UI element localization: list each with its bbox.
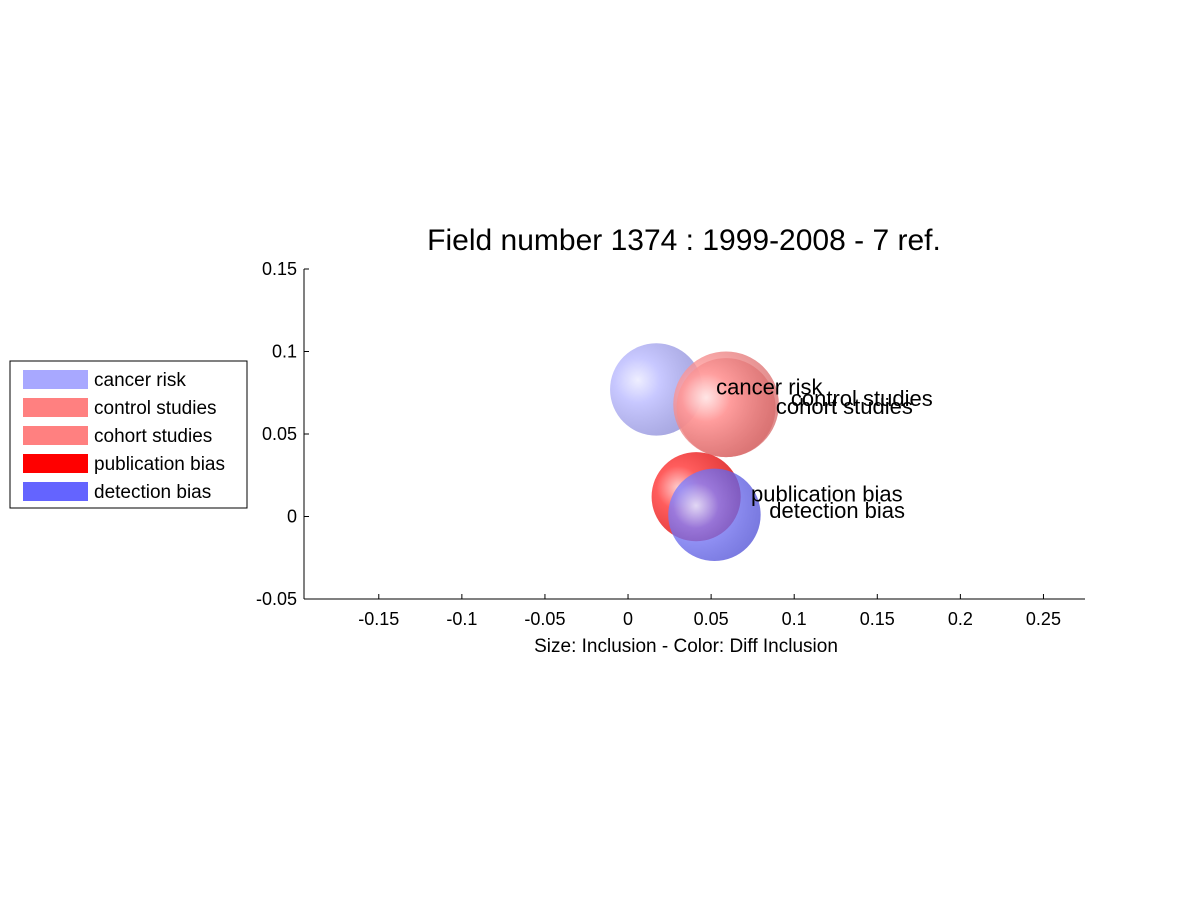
- x-tick-label: 0.15: [860, 609, 895, 629]
- y-tick-label: 0.1: [272, 342, 297, 362]
- x-tick-group: -0.15 -0.1 -0.05 0 0.05 0.1 0.15 0.2 0.25: [358, 594, 1061, 629]
- bubble-label: detection bias: [769, 498, 905, 523]
- legend-swatch: [23, 398, 88, 417]
- y-tick-label: 0.05: [262, 424, 297, 444]
- x-tick-label: 0: [623, 609, 633, 629]
- legend-swatch: [23, 426, 88, 445]
- bubble-label: cancer risk: [716, 374, 823, 399]
- x-tick-label: 0.2: [948, 609, 973, 629]
- x-tick-label: -0.15: [358, 609, 399, 629]
- bubble-label: publication bias: [751, 482, 903, 507]
- legend-entry-label: control studies: [94, 398, 217, 419]
- x-tick-label: -0.1: [446, 609, 477, 629]
- y-tick-label: 0: [287, 507, 297, 527]
- legend: cancer risk control studies cohort studies…: [9, 360, 248, 509]
- bubble-shading: [668, 468, 761, 562]
- x-tick-label: 0.05: [694, 609, 729, 629]
- bubble-label: cohort studies: [776, 394, 913, 419]
- x-tick-label: 0.1: [782, 609, 807, 629]
- y-tick-label: 0.15: [262, 259, 297, 279]
- bubble-shading: [676, 358, 776, 458]
- legend-entry-label: detection bias: [94, 482, 211, 503]
- bubble-group: [610, 343, 779, 562]
- legend-entry-label: cancer risk: [94, 370, 186, 391]
- y-tick-label: -0.05: [256, 589, 297, 609]
- legend-entry-label: cohort studies: [94, 426, 212, 447]
- legend-entry-label: publication bias: [94, 454, 225, 475]
- chart-title: Field number 1374 : 1999-2008 - 7 ref.: [427, 224, 941, 257]
- x-axis-label: Size: Inclusion - Color: Diff Inclusion: [534, 636, 838, 657]
- y-tick-group: -0.05 0 0.05 0.1 0.15: [256, 259, 309, 609]
- legend-swatch: [23, 454, 88, 473]
- legend-swatch: [23, 370, 88, 389]
- legend-swatch: [23, 482, 88, 501]
- bubble-label: control studies: [791, 386, 933, 411]
- x-tick-label: -0.05: [524, 609, 565, 629]
- x-tick-label: 0.25: [1026, 609, 1061, 629]
